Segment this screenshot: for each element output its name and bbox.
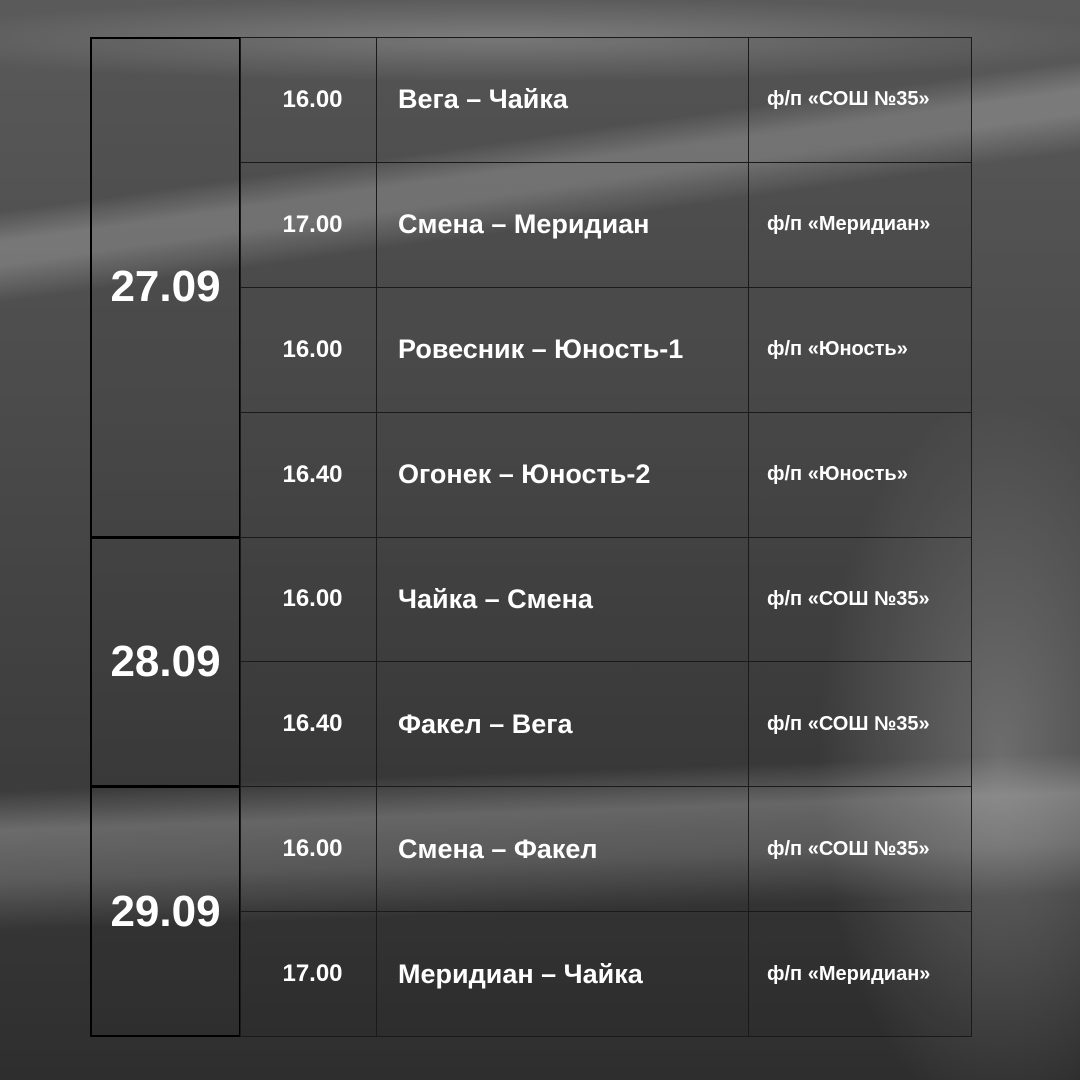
schedule-table: 27.09 28.09 29.09 16.00 Вега – Чайка ф/п… — [90, 37, 972, 1037]
time-cell: 16.40 — [240, 411, 377, 538]
match-cell: Вега – Чайка — [376, 37, 749, 163]
venue-cell: ф/п «СОШ №35» — [748, 536, 972, 663]
time-cell: 16.00 — [240, 37, 377, 163]
time-cell: 16.40 — [240, 661, 377, 788]
time-cell: 16.00 — [240, 536, 377, 663]
match-cell: Меридиан – Чайка — [376, 911, 749, 1037]
match-cell: Смена – Факел — [376, 786, 749, 913]
venue-cell: ф/п «Юность» — [748, 286, 972, 413]
date-cell: 29.09 — [90, 786, 241, 1037]
match-cell: Огонек – Юность-2 — [376, 411, 749, 538]
match-cell: Чайка – Смена — [376, 536, 749, 663]
match-cell: Ровесник – Юность-1 — [376, 286, 749, 413]
venue-cell: ф/п «Меридиан» — [748, 161, 972, 288]
date-cell: 28.09 — [90, 536, 241, 788]
venue-cell: ф/п «СОШ №35» — [748, 786, 972, 913]
time-cell: 16.00 — [240, 286, 377, 413]
venue-cell: ф/п «СОШ №35» — [748, 661, 972, 788]
date-cell: 27.09 — [90, 37, 241, 538]
time-cell: 17.00 — [240, 161, 377, 288]
match-cell: Факел – Вега — [376, 661, 749, 788]
venue-cell: ф/п «СОШ №35» — [748, 37, 972, 163]
venue-cell: ф/п «Юность» — [748, 411, 972, 538]
time-cell: 17.00 — [240, 911, 377, 1037]
time-cell: 16.00 — [240, 786, 377, 913]
venue-cell: ф/п «Меридиан» — [748, 911, 972, 1037]
match-cell: Смена – Меридиан — [376, 161, 749, 288]
